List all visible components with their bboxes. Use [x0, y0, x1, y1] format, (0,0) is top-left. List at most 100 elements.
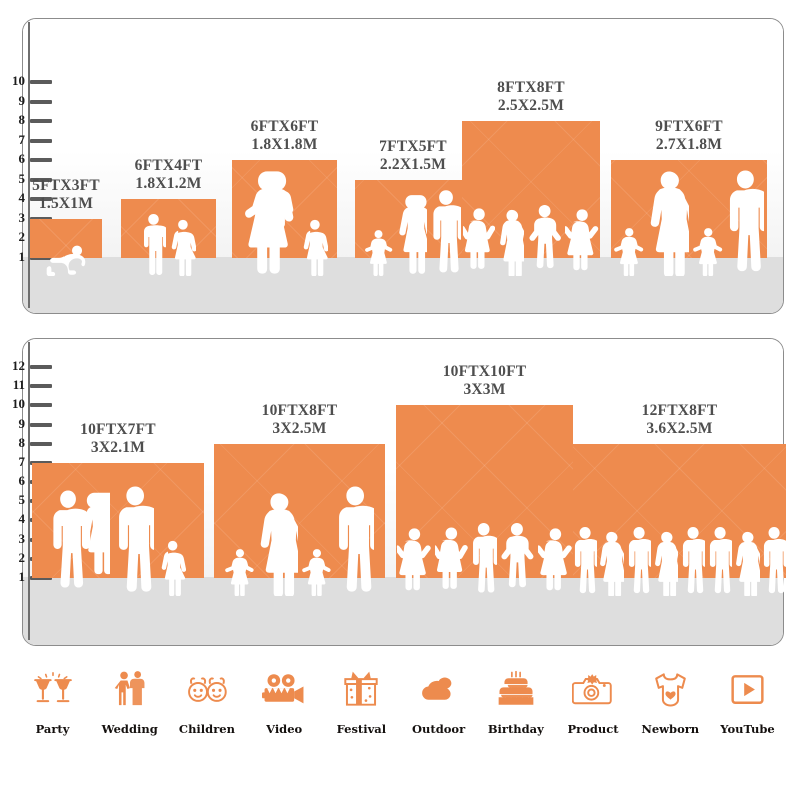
axis-line [28, 22, 30, 308]
backdrop-size-bar[interactable] [573, 443, 786, 578]
axis-tick-label: 1 [18, 569, 26, 584]
bar-label-feet: 12FTX8FT [641, 401, 718, 419]
axis-tick [30, 576, 52, 580]
backdrop-size-bar[interactable] [462, 121, 600, 258]
bar-label-meters: 3X3M [463, 381, 506, 399]
bar-label-meters: 1.8X1.8M [251, 136, 318, 154]
axis-tick-label: 9 [18, 415, 26, 431]
icon-label: Outdoor [412, 722, 466, 736]
axis-tick-label: 11 [12, 377, 25, 393]
backdrop-size-bar[interactable] [32, 462, 204, 578]
axis-tick-label: 3 [18, 530, 26, 546]
icon-label: Product [567, 722, 619, 736]
gift-box-icon [341, 660, 381, 718]
play-button-icon [730, 660, 765, 718]
bar-label-feet: 6FTX4FT [134, 157, 203, 175]
icon-cell-festival[interactable]: Festival [323, 660, 400, 736]
bar-size-label: 12FTX8FT 3.6X2.5M [543, 402, 800, 438]
axis-tick-label: 2 [18, 229, 26, 245]
axis-tick [30, 384, 52, 389]
icon-cell-party[interactable]: Party [14, 660, 91, 736]
bar-label-meters: 2.5X2.5M [497, 97, 565, 115]
bar-label-meters: 1.5X1M [38, 194, 94, 212]
bar-label-feet: 6FTX6FT [250, 118, 319, 136]
axis-tick [30, 197, 52, 202]
bar-label-feet: 8FTX8FT [497, 79, 565, 97]
bar-size-label: 5FTX3FT 1.5X1M [0, 177, 132, 213]
bar-label-meters: 2.7X1.8M [655, 136, 723, 154]
two-kids-faces-icon [185, 660, 229, 718]
camera-icon [572, 660, 614, 718]
icon-cell-outdoor[interactable]: Outdoor [400, 660, 477, 736]
icon-cell-youtube[interactable]: YouTube [709, 660, 786, 736]
axis-tick-label: 12 [12, 358, 25, 373]
axis-tick-label: 8 [18, 434, 26, 450]
cloud-sun-icon [419, 660, 459, 718]
bar-label-meters: 3X2.1M [90, 438, 146, 456]
champagne-glasses-icon [32, 660, 74, 718]
axis-line [28, 342, 30, 640]
icon-label: Party [35, 722, 70, 736]
icon-cell-product[interactable]: Product [555, 660, 632, 736]
bar-label-feet: 9FTX6FT [655, 118, 723, 136]
icon-cell-newborn[interactable]: Newborn [632, 660, 709, 736]
bar-label-feet: 10FTX10FT [442, 363, 527, 381]
axis-tick [30, 422, 52, 427]
axis-tick-label: 4 [18, 190, 26, 206]
axis-tick [30, 365, 52, 369]
axis-tick [30, 138, 52, 143]
bride-groom-icon [113, 660, 147, 718]
bar-label-meters: 2.2X1.5M [379, 155, 447, 173]
bar-size-label: 6FTX4FT 1.8X1.2M [91, 157, 246, 193]
bar-size-label: 8FTX8FT 2.5X2.5M [432, 79, 630, 115]
axis-tick [30, 177, 52, 182]
birthday-cake-icon [496, 660, 536, 718]
axis-tick [30, 99, 52, 104]
bar-size-label: 10FTX10FT 3X3M [366, 363, 603, 399]
backdrop-size-bar[interactable] [30, 218, 102, 258]
axis-tick-label: 2 [18, 549, 26, 565]
icon-label: YouTube [720, 722, 775, 736]
bar-size-label: 6FTX6FT 1.8X1.8M [202, 118, 367, 154]
bar-label-feet: 5FTX3FT [32, 176, 100, 194]
backdrop-size-bar[interactable] [611, 160, 767, 258]
axis-tick-label: 10 [12, 396, 25, 412]
axis-tick [30, 158, 52, 163]
floor-background-bottom [23, 577, 783, 645]
icon-label: Video [266, 722, 303, 736]
axis-tick-label: 4 [18, 511, 26, 527]
icon-label: Festival [336, 722, 387, 736]
bar-label-meters: 3X2.5M [272, 419, 327, 437]
axis-tick-label: 8 [18, 112, 26, 128]
backdrop-size-bar[interactable] [232, 160, 337, 258]
icon-cell-birthday[interactable]: Birthday [477, 660, 554, 736]
icon-label: Children [178, 722, 235, 736]
bar-label-feet: 10FTX7FT [80, 420, 156, 438]
backdrop-size-bar[interactable] [214, 443, 385, 578]
bar-size-label: 7FTX5FT 2.2X1.5M [325, 138, 501, 174]
icon-cell-video[interactable]: Video [246, 660, 323, 736]
axis-tick [30, 256, 52, 260]
use-case-icon-row: Party Wedding Children [14, 660, 786, 764]
axis-tick-label: 5 [18, 170, 26, 186]
backdrop-size-bar[interactable] [355, 179, 471, 258]
axis-tick-label: 7 [18, 131, 26, 147]
bar-label-feet: 7FTX5FT [379, 137, 447, 155]
axis-tick [30, 403, 52, 408]
baby-onesie-icon [652, 660, 689, 718]
icon-cell-children[interactable]: Children [168, 660, 245, 736]
axis-tick [30, 80, 52, 84]
axis-tick-label: 1 [18, 249, 26, 264]
floor-background-top [23, 257, 783, 313]
icon-label: Wedding [101, 722, 158, 736]
icon-cell-wedding[interactable]: Wedding [91, 660, 168, 736]
axis-tick-label: 5 [18, 492, 26, 508]
axis-tick-label: 6 [18, 151, 26, 167]
bar-size-label: 10FTX8FT 3X2.5M [184, 402, 415, 438]
movie-camera-icon [262, 660, 306, 718]
axis-tick-label: 10 [12, 73, 25, 88]
icon-label: Newborn [641, 722, 700, 736]
axis-tick-label: 3 [18, 209, 26, 225]
backdrop-size-bar[interactable] [121, 199, 216, 258]
